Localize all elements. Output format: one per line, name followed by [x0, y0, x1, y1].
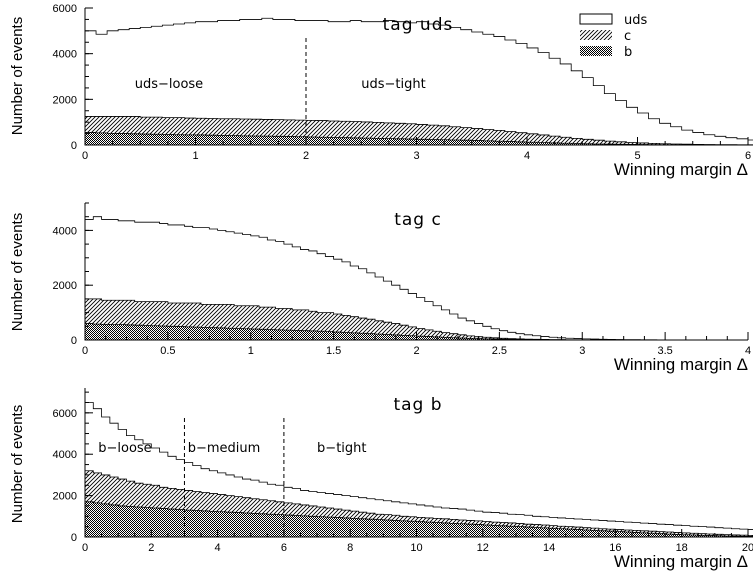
panel-3: 0 2 4 6 8 10 12 14 16 18 20 0 2000 4000 6000 b−loose b−m… [9, 388, 753, 571]
panel-title: tag b [393, 395, 442, 415]
legend-swatch-c [580, 30, 612, 40]
y-tick-label: 4000 [53, 225, 77, 237]
panel-title: tag c [394, 210, 442, 230]
x-tick-label: 1 [248, 345, 254, 357]
region-label: b−tight [317, 441, 366, 456]
x-tick-label: 12 [477, 542, 489, 554]
x-axis-label: Winning margin Δ [614, 160, 748, 179]
x-tick-label: 14 [543, 542, 555, 554]
y-tick-label: 4000 [53, 49, 77, 61]
x-tick-label: 3 [413, 150, 419, 162]
x-tick-label: 3 [579, 345, 585, 357]
x-axis-label: Winning margin Δ [614, 355, 748, 374]
y-tick-label: 0 [71, 532, 77, 544]
region-label: b−loose [98, 441, 151, 456]
y-axis-label: Number of events [9, 213, 26, 331]
legend-label-uds: uds [624, 13, 647, 28]
x-tick-label: 6 [745, 150, 751, 162]
panel-2: 0 0.5 1 1.5 2 2.5 3 3.5 4 0 2000 4000 tag c Winning m… [9, 202, 751, 374]
legend-label-b: b [624, 45, 632, 60]
x-tick-label: 4 [524, 150, 530, 162]
region-label: uds−tight [361, 77, 425, 92]
y-tick-label: 6000 [53, 3, 77, 15]
region-label: b−medium [188, 441, 261, 456]
x-tick-label: 1 [192, 150, 198, 162]
y-tick-label: 4000 [53, 449, 77, 461]
panel-1: 0 1 2 3 4 5 6 0 2000 4000 6000 uds−loose uds−tight ta… [9, 3, 753, 179]
y-axis-label: Number of events [9, 405, 26, 523]
x-tick-label: 0.5 [160, 345, 175, 357]
y-tick-label: 2000 [53, 280, 77, 292]
x-tick-label: 16 [609, 542, 621, 554]
histogram-uds [84, 17, 753, 146]
legend-swatch-b [580, 46, 612, 56]
y-tick-label: 0 [71, 335, 77, 347]
y-tick-label: 2000 [53, 94, 77, 106]
x-tick-label: 4 [745, 345, 751, 357]
x-tick-label: 0 [82, 345, 88, 357]
x-tick-label: 10 [410, 542, 422, 554]
x-tick-label: 18 [676, 542, 688, 554]
x-axis-label: Winning margin Δ [614, 552, 748, 571]
x-tick-label: 3.5 [657, 345, 672, 357]
y-tick-label: 0 [71, 140, 77, 152]
region-label: uds−loose [135, 77, 203, 92]
x-tick-label: 2 [148, 542, 154, 554]
x-tick-label: 2 [303, 150, 309, 162]
y-tick-label: 2000 [53, 491, 77, 503]
x-tick-label: 6 [281, 542, 287, 554]
y-axis-label: Number of events [9, 17, 26, 135]
x-tick-label: 8 [347, 542, 353, 554]
y-tick-label: 6000 [53, 408, 77, 420]
x-tick-label: 0 [82, 542, 88, 554]
legend-label-c: c [624, 29, 631, 44]
x-tick-label: 2.5 [492, 345, 507, 357]
x-tick-label: 2 [413, 345, 419, 357]
x-tick-label: 4 [215, 542, 221, 554]
legend-swatch-uds [579, 13, 613, 25]
x-tick-label: 5 [634, 150, 640, 162]
x-tick-label: 0 [82, 150, 88, 162]
panel-title: tag uds [383, 15, 454, 35]
x-tick-label: 1.5 [326, 345, 341, 357]
x-tick-label: 20 [742, 542, 753, 554]
